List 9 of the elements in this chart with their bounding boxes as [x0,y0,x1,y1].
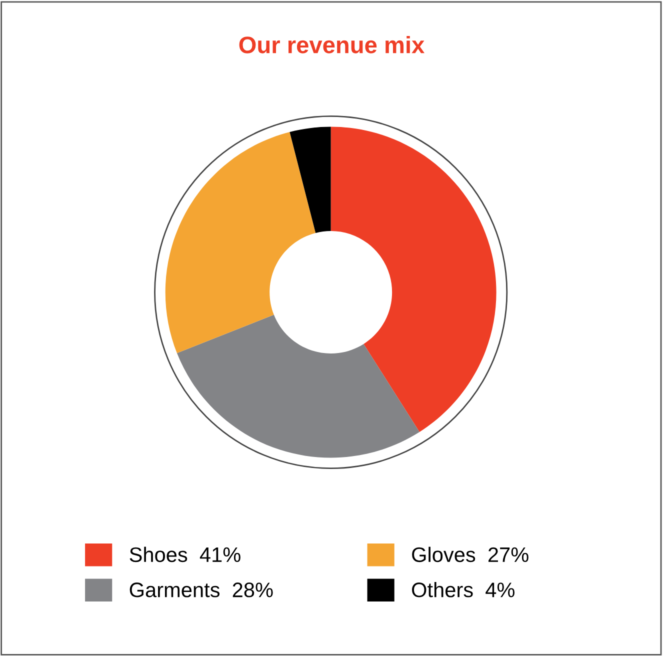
legend-label: Garments 28% [130,582,273,598]
legend-label: Others 4% [412,582,514,598]
legend-label: Shoes 41% [130,546,240,562]
donut-slice [165,132,316,354]
donut-slice [290,126,331,233]
chart-title: Our revenue mix [239,36,425,54]
donut-slice [176,314,420,458]
legend-label: Gloves 27% [412,546,528,562]
donut-slice [330,126,496,432]
